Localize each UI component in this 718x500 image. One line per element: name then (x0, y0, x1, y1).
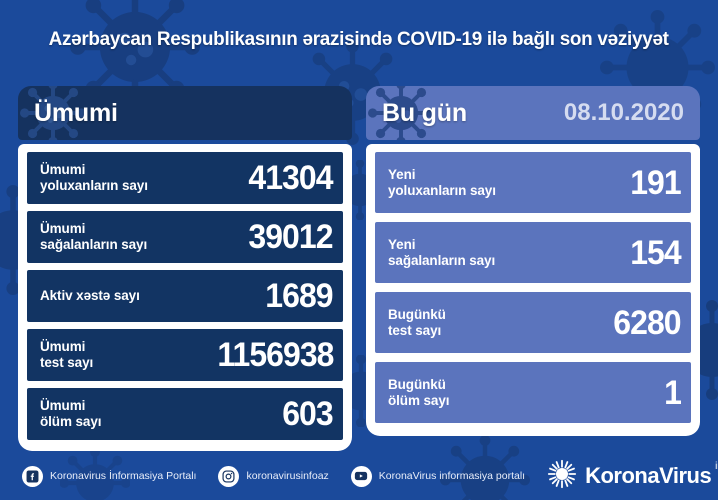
report-date: 08.10.2020 (563, 99, 684, 126)
brand-name-text: KoronaVirus (585, 463, 712, 488)
stat-label: Aktiv xəstə sayı (40, 288, 140, 304)
panel-today-body: Yeni yoluxanların sayı 191 Yeni sağalanl… (366, 144, 700, 436)
stat-value: 603 (282, 395, 333, 433)
footer: Koronavirus İnformasiya Portalı koronavi… (0, 452, 718, 500)
social-link-instagram[interactable]: koronavirusinfoaz (218, 465, 329, 487)
stat-label: Yeni sağalanların sayı (388, 236, 496, 268)
stat-row: Bugünkü ölüm sayı 1 (375, 362, 691, 423)
stat-row: Aktiv xəstə sayı 1689 (27, 270, 343, 322)
social-label: Koronavirus İnformasiya Portalı (50, 470, 197, 482)
stat-row: Yeni sağalanların sayı 154 (375, 222, 691, 283)
stat-label: Ümumi ölüm sayı (40, 398, 102, 429)
stat-value: 41304 (248, 159, 334, 197)
social-link-facebook[interactable]: Koronavirus İnformasiya Portalı (22, 465, 197, 487)
stat-value: 1689 (265, 277, 334, 315)
brand-name: KoronaVirus info (585, 461, 718, 489)
stat-row: Yeni yoluxanların sayı 191 (375, 152, 691, 213)
stat-row: Ümumi sağalanların sayı 39012 (27, 211, 343, 263)
panel-today-title: Bu gün (382, 98, 467, 127)
stat-label: Ümumi sağalanların sayı (40, 221, 148, 252)
panel-total: Ümumi Ümumi yoluxanların sayı 41304 Ümum… (18, 86, 352, 451)
panel-total-header: Ümumi (18, 86, 352, 140)
youtube-icon[interactable] (350, 465, 372, 487)
stat-value: 1156938 (216, 336, 334, 374)
social-link-youtube[interactable]: KoronaVirus informasiya portalı (350, 465, 526, 487)
page-title-text: Azərbaycan Respublikasının ərazisində CO… (48, 27, 670, 50)
stat-value: 1 (664, 373, 682, 412)
instagram-icon[interactable] (218, 465, 240, 487)
page-title: Azərbaycan Respublikasının ərazisində CO… (0, 0, 718, 78)
social-label: KoronaVirus informasiya portalı (378, 470, 526, 482)
stat-row: Ümumi test sayı 1156938 (27, 329, 343, 381)
panel-total-title: Ümumi (34, 98, 118, 127)
stat-value: 6280 (613, 303, 682, 342)
social-label: koronavirusinfoaz (246, 470, 329, 482)
stat-label: Ümumi test sayı (40, 339, 94, 370)
stat-row: Ümumi yoluxanların sayı 41304 (27, 152, 343, 204)
stat-label: Yeni yoluxanların sayı (388, 166, 496, 198)
stat-value: 39012 (248, 218, 334, 256)
panel-today-header: Bu gün 08.10.2020 (366, 86, 700, 140)
panel-total-body: Ümumi yoluxanların sayı 41304 Ümumi sağa… (18, 144, 352, 451)
stat-row: Ümumi ölüm sayı 603 (27, 388, 343, 440)
stat-value: 191 (630, 163, 681, 202)
brand-logo: KoronaVirus info (547, 459, 718, 494)
facebook-icon[interactable] (22, 465, 43, 487)
stat-label: Bugünkü test sayı (388, 306, 446, 338)
stat-value: 154 (630, 233, 681, 272)
stat-label: Ümumi yoluxanların sayı (40, 162, 148, 193)
brand-superscript: info (715, 461, 718, 472)
panel-today: Bu gün 08.10.2020 Yeni yoluxanların sayı… (366, 86, 700, 436)
stat-row: Bugünkü test sayı 6280 (375, 292, 691, 353)
stat-label: Bugünkü ölüm sayı (388, 376, 450, 408)
virus-sun-icon (547, 459, 577, 494)
